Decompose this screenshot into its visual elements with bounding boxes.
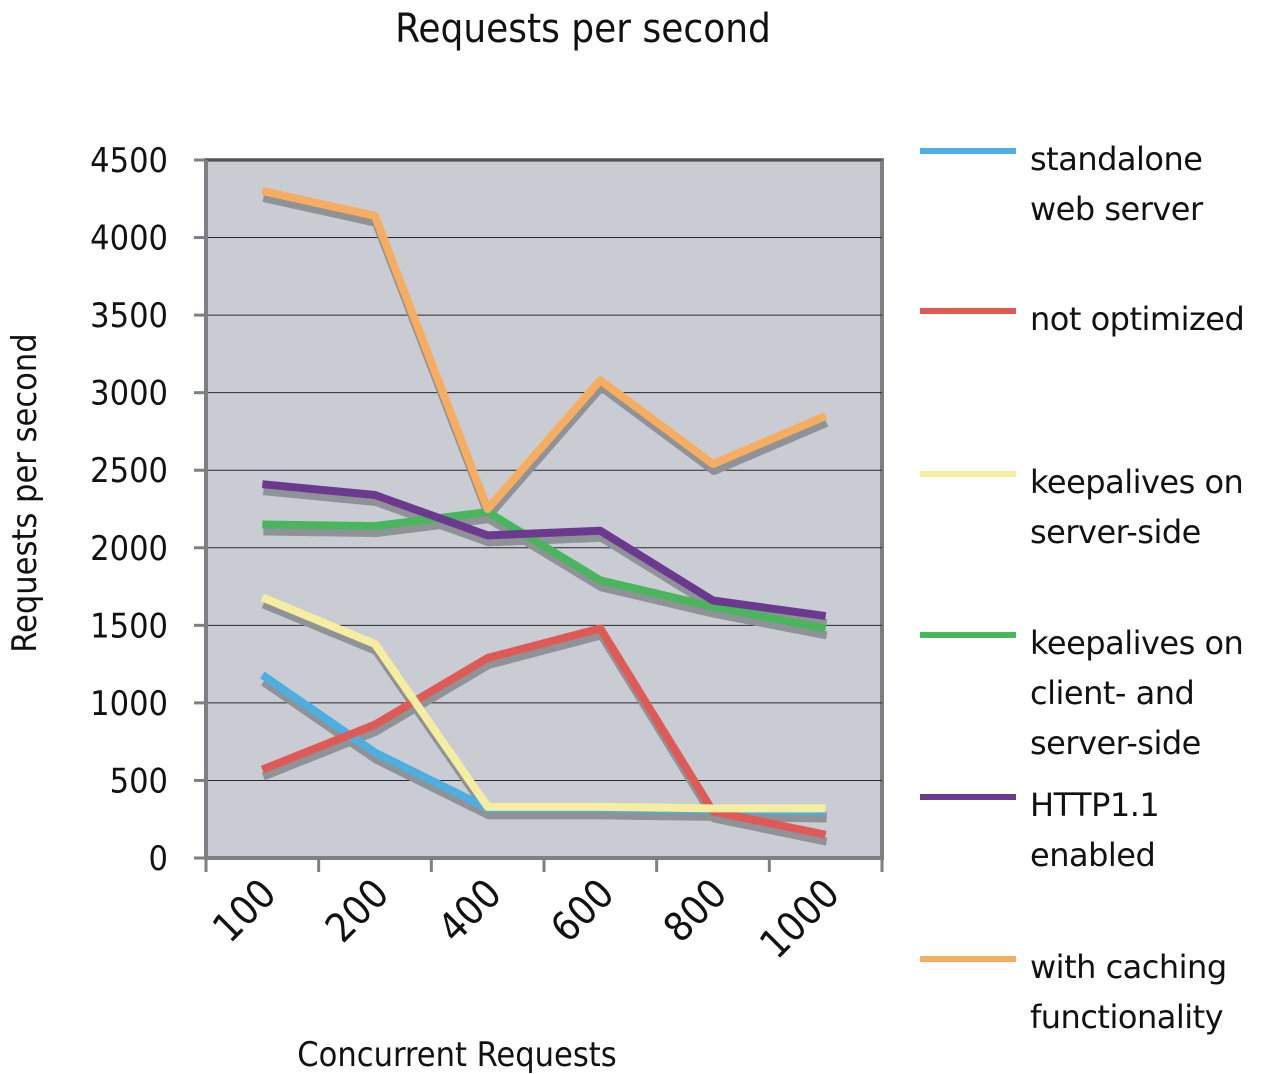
y-tick-label: 1500 bbox=[90, 606, 168, 646]
legend-item-not-optimized: not optimized bbox=[920, 294, 1269, 344]
legend-label: with caching functionality bbox=[1030, 948, 1227, 1036]
x-axis-ticks: 100 200 400 600 800 1000 bbox=[204, 858, 884, 968]
legend-label: keepalives on client- and server-side bbox=[1030, 624, 1244, 762]
legend-item-keepalives-server-side: keepalives on server-side bbox=[920, 457, 1269, 557]
plot-area bbox=[204, 158, 884, 860]
x-tick-label: 600 bbox=[542, 871, 623, 952]
x-tick-label: 1000 bbox=[751, 871, 848, 968]
y-tick-label: 4500 bbox=[90, 141, 168, 181]
legend-swatch bbox=[920, 148, 1016, 154]
y-tick-label: 3500 bbox=[90, 296, 168, 336]
x-tick-label: 800 bbox=[655, 871, 736, 952]
series-line bbox=[261, 480, 827, 620]
series-shadow bbox=[263, 515, 828, 640]
x-tick-label: 400 bbox=[430, 871, 511, 952]
y-tick-label: 4000 bbox=[90, 219, 168, 259]
y-tick-label: 2000 bbox=[90, 529, 168, 569]
series-shadow bbox=[262, 194, 829, 520]
legend-label: not optimized bbox=[1030, 300, 1245, 338]
y-tick-label: 2500 bbox=[90, 451, 168, 491]
x-tick-label: 200 bbox=[317, 871, 398, 952]
series-lines bbox=[260, 187, 828, 839]
chart-title: Requests per second bbox=[395, 6, 771, 52]
y-axis-label: Requests per second bbox=[5, 333, 45, 652]
legend-label: standalone web server bbox=[1030, 140, 1203, 228]
y-tick-label: 500 bbox=[110, 761, 168, 801]
series-line bbox=[261, 187, 828, 513]
legend-swatch bbox=[920, 308, 1016, 314]
legend-item-with-caching: with caching functionality bbox=[920, 942, 1269, 1042]
legend: standalone web server not optimized keep… bbox=[920, 130, 1265, 1050]
legend-item-standalone-web-server: standalone web server bbox=[920, 134, 1269, 234]
legend-swatch bbox=[920, 956, 1016, 962]
legend-label: HTTP1.1 enabled bbox=[1030, 786, 1160, 874]
legend-swatch bbox=[920, 632, 1016, 638]
series-line bbox=[260, 624, 827, 839]
x-tick-label: 100 bbox=[204, 871, 285, 952]
legend-swatch bbox=[920, 794, 1016, 800]
legend-swatch bbox=[920, 471, 1016, 477]
x-axis-label: Concurrent Requests bbox=[297, 1035, 616, 1074]
y-tick-label: 1000 bbox=[90, 684, 168, 724]
legend-item-http11-enabled: HTTP1.1 enabled bbox=[920, 780, 1269, 880]
legend-label: keepalives on server-side bbox=[1030, 463, 1244, 551]
legend-item-keepalives-client-server-side: keepalives on client- and server-side bbox=[920, 618, 1269, 768]
y-tick-label: 3000 bbox=[90, 374, 168, 414]
series-line bbox=[260, 593, 826, 813]
y-axis-ticks: 0 500 1000 1500 2000 2500 3000 3500 4000 4500 bbox=[90, 141, 206, 879]
series-line bbox=[262, 508, 827, 633]
y-tick-label: 0 bbox=[149, 839, 168, 879]
